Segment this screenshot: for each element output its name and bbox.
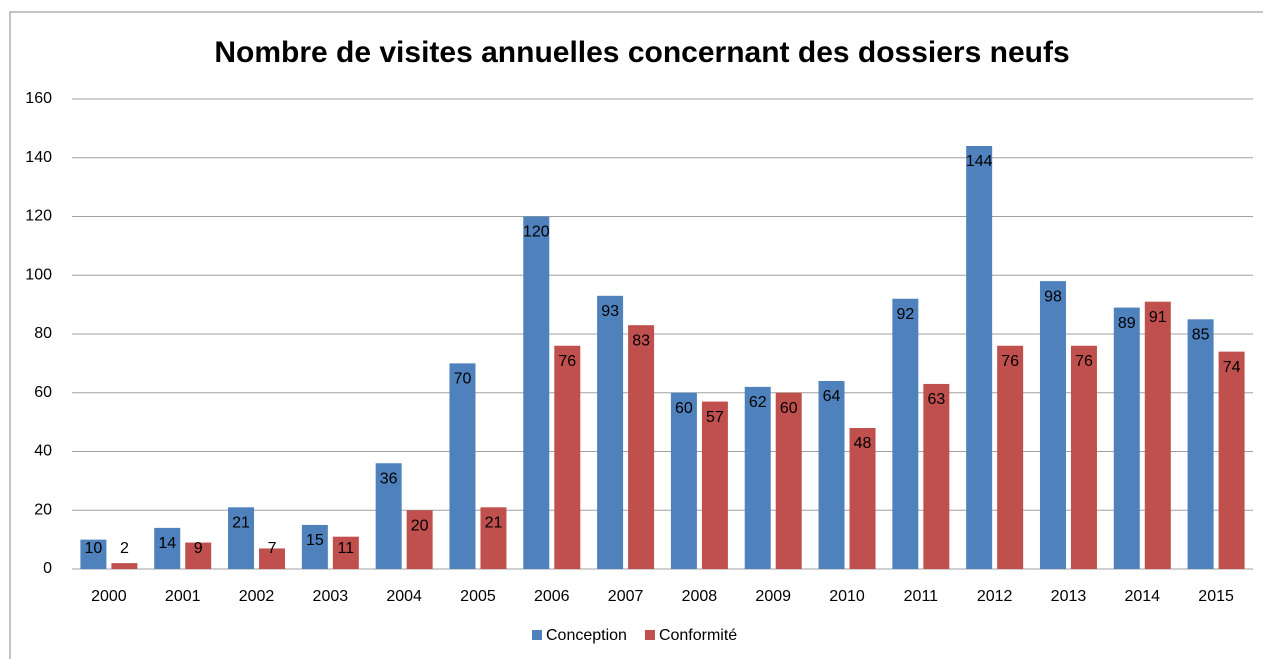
data-label: 48 (854, 435, 872, 452)
data-label: 62 (749, 394, 767, 411)
x-tick-label: 2005 (460, 588, 496, 605)
legend-label: Conformité (659, 627, 737, 644)
legend-swatch (644, 630, 655, 640)
data-label: 20 (411, 517, 429, 534)
x-tick-label: 2003 (313, 588, 349, 605)
data-label: 85 (1192, 327, 1210, 344)
y-tick-label: 120 (25, 208, 52, 225)
bar (154, 527, 181, 569)
data-label: 36 (380, 470, 398, 487)
bar (111, 563, 138, 569)
data-label: 74 (1223, 359, 1241, 376)
x-tick-label: 2008 (682, 588, 718, 605)
x-tick-label: 2001 (165, 588, 201, 605)
data-label: 11 (338, 540, 355, 557)
bar (80, 539, 107, 569)
data-label: 14 (158, 535, 176, 552)
bar (1070, 345, 1097, 569)
data-label: 92 (896, 306, 914, 323)
bar (185, 542, 212, 569)
x-tick-label: 2000 (91, 588, 127, 605)
bar (375, 463, 402, 569)
x-tick-label: 2014 (1124, 588, 1160, 605)
data-label: 9 (194, 540, 203, 557)
x-tick-label: 2011 (904, 588, 939, 605)
bar (818, 381, 845, 569)
data-label: 10 (85, 540, 103, 557)
bar (923, 383, 950, 569)
data-label: 76 (558, 353, 576, 370)
y-tick-label: 140 (25, 149, 52, 166)
data-label: 98 (1044, 288, 1062, 305)
bar (628, 325, 655, 569)
bar (670, 392, 697, 569)
data-label: 89 (1118, 315, 1136, 332)
y-tick-label: 40 (34, 443, 52, 460)
data-label: 93 (601, 303, 619, 320)
bar (1039, 281, 1066, 569)
bar (1144, 301, 1171, 569)
x-tick-label: 2007 (608, 588, 644, 605)
data-label: 120 (523, 224, 550, 241)
legend-label: Conception (546, 627, 627, 644)
bar (997, 345, 1024, 569)
bar (228, 507, 255, 569)
data-label: 76 (1001, 353, 1019, 370)
data-label: 63 (927, 391, 945, 408)
bar (775, 392, 802, 569)
bar (449, 363, 476, 569)
bar (480, 507, 507, 569)
bar (301, 524, 328, 569)
bar (1218, 351, 1245, 569)
data-label: 64 (823, 388, 841, 405)
data-label: 91 (1149, 309, 1167, 326)
bar (966, 146, 993, 569)
bar (332, 536, 359, 569)
data-label: 2 (120, 540, 129, 557)
data-label: 60 (780, 400, 798, 417)
y-tick-label: 60 (34, 384, 52, 401)
data-label: 70 (454, 371, 472, 388)
chart-title: Nombre de visites annuelles concernant d… (214, 36, 1069, 69)
data-label: 21 (232, 515, 250, 532)
y-tick-label: 20 (34, 501, 52, 518)
x-tick-label: 2004 (386, 588, 422, 605)
bar (523, 216, 550, 569)
bar (259, 548, 286, 569)
data-label: 57 (706, 409, 724, 426)
data-label: 15 (306, 532, 324, 549)
y-tick-label: 0 (43, 560, 52, 577)
bar (849, 428, 876, 569)
bar (1113, 307, 1140, 569)
data-label: 144 (966, 153, 993, 170)
bar (597, 295, 624, 569)
y-tick-label: 160 (25, 90, 52, 107)
data-label: 21 (485, 515, 503, 532)
bar (701, 401, 728, 569)
bar (554, 345, 581, 569)
x-tick-label: 2012 (977, 588, 1013, 605)
x-tick-label: 2006 (534, 588, 570, 605)
bar (1187, 319, 1214, 569)
x-tick-label: 2009 (755, 588, 791, 605)
data-label: 76 (1075, 353, 1093, 370)
y-tick-label: 80 (34, 325, 52, 342)
x-tick-label: 2002 (239, 588, 275, 605)
data-label: 7 (268, 540, 277, 557)
bar (744, 386, 771, 569)
data-label: 83 (632, 332, 650, 349)
x-tick-label: 2010 (829, 588, 865, 605)
x-tick-label: 2015 (1198, 588, 1234, 605)
x-tick-label: 2013 (1051, 588, 1087, 605)
legend-swatch (532, 630, 542, 640)
y-tick-label: 100 (25, 266, 52, 283)
bar (892, 298, 919, 569)
data-label: 60 (675, 400, 693, 417)
bar (406, 510, 433, 569)
